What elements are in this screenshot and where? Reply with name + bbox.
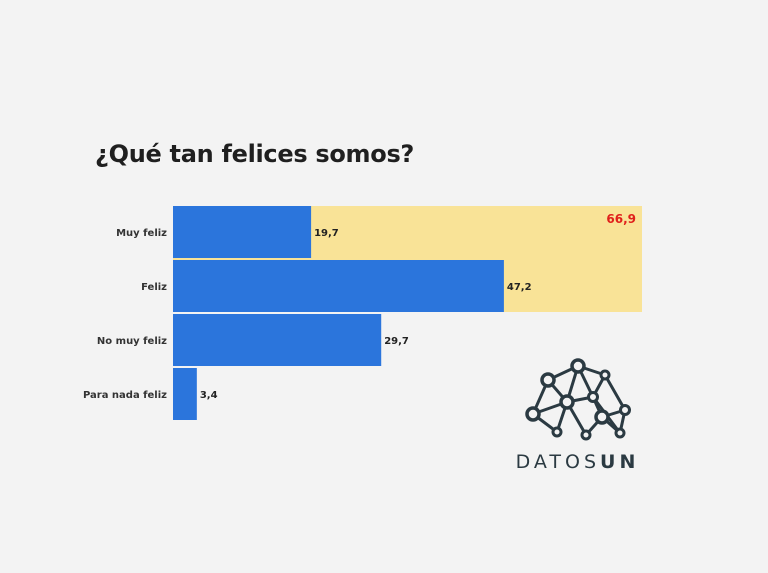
bar-1	[173, 260, 504, 312]
logo-wordmark: DATOSUN	[505, 451, 650, 473]
value-label: 19,7	[314, 228, 339, 239]
bar-0	[173, 206, 312, 258]
chart-title: ¿Qué tan felices somos?	[95, 140, 415, 168]
bar-3	[173, 368, 197, 420]
category-label: Feliz	[141, 282, 167, 293]
value-label: 29,7	[384, 336, 409, 347]
bar-2	[173, 314, 382, 366]
highlight-sum-label: 66,9	[606, 212, 636, 226]
category-label: Para nada feliz	[83, 390, 167, 401]
logo-text-datos: DATOS	[515, 451, 601, 473]
network-icon	[525, 358, 631, 441]
logo-text-un: UN	[600, 451, 640, 473]
category-label: No muy feliz	[97, 336, 167, 347]
value-label: 3,4	[200, 390, 218, 401]
value-label: 47,2	[507, 282, 532, 293]
category-label: Muy feliz	[116, 228, 167, 239]
datosun-logo: DATOSUN	[505, 355, 650, 480]
